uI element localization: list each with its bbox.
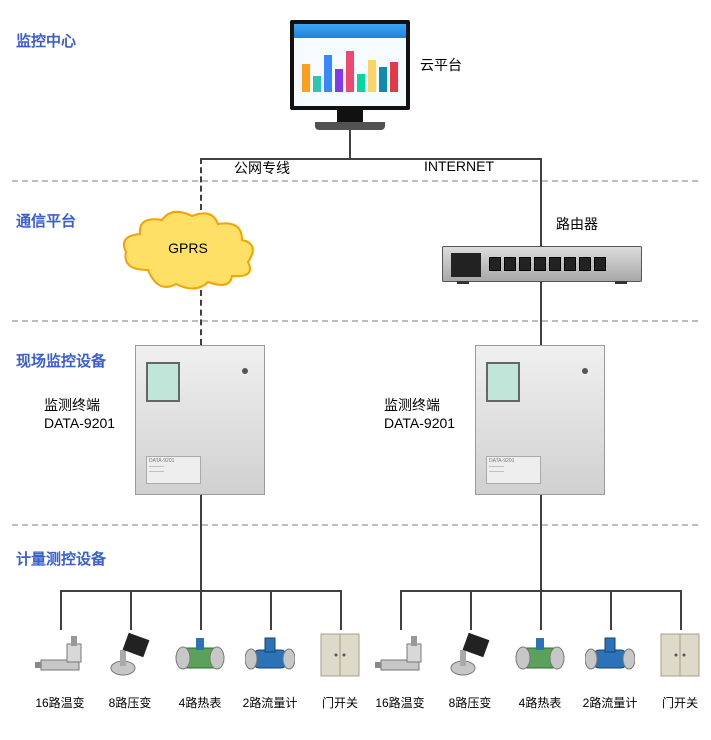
- line-right-to-router: [540, 158, 542, 246]
- device-drop-line: [60, 590, 62, 630]
- press-sensor-icon: [445, 630, 495, 680]
- terminal-right-label-2: DATA-9201: [384, 415, 455, 431]
- device-drop-line: [340, 590, 342, 630]
- door-sensor-icon: [655, 630, 705, 680]
- device-drop-line: [400, 590, 402, 630]
- press-sensor-label: 8路压变: [438, 694, 502, 711]
- layer-label-comm-platform: 通信平台: [16, 210, 76, 231]
- temp-sensor-icon: [35, 630, 85, 680]
- device-drop-line: [540, 590, 542, 630]
- divider-3: [12, 524, 698, 526]
- device-drop-line: [200, 590, 202, 630]
- router-label: 路由器: [556, 214, 598, 234]
- heat-sensor-icon: [175, 630, 225, 680]
- flow-sensor-icon: [245, 630, 295, 680]
- flow-sensor-label: 2路流量计: [578, 694, 642, 711]
- terminal-right-label: 监测终端 DATA-9201: [384, 395, 455, 431]
- press-sensor-icon: [105, 630, 155, 680]
- press-sensor-label: 8路压变: [98, 694, 162, 711]
- layer-label-meter-equip: 计量测控设备: [16, 548, 106, 569]
- terminal-right-label-1: 监测终端: [384, 397, 440, 413]
- temp-sensor-label: 16路温变: [28, 694, 92, 711]
- internet-label: INTERNET: [424, 158, 494, 174]
- door-sensor-icon: [315, 630, 365, 680]
- divider-2: [12, 320, 698, 322]
- temp-sensor-icon: [375, 630, 425, 680]
- public-line-label: 公网专线: [234, 158, 290, 178]
- terminal-cabinet-right: DATA-9201——————: [475, 345, 605, 495]
- router-device: [442, 246, 642, 282]
- device-drop-line: [610, 590, 612, 630]
- line-left-dashed-1: [200, 158, 202, 210]
- door-sensor-label: 门开关: [308, 694, 372, 711]
- heat-sensor-label: 4路热表: [508, 694, 572, 711]
- device-drop-line: [470, 590, 472, 630]
- gprs-cloud: GPRS: [118, 210, 258, 290]
- terminal-left-label-1: 监测终端: [44, 397, 100, 413]
- temp-sensor-label: 16路温变: [368, 694, 432, 711]
- divider-1: [12, 180, 698, 182]
- heat-sensor-icon: [515, 630, 565, 680]
- monitor-pc: [290, 20, 410, 130]
- terminal-left-label: 监测终端 DATA-9201: [44, 395, 115, 431]
- heat-sensor-label: 4路热表: [168, 694, 232, 711]
- gprs-label: GPRS: [118, 240, 258, 256]
- line-left-cab-down: [200, 495, 202, 590]
- device-drop-line: [130, 590, 132, 630]
- layer-label-field-equip: 现场监控设备: [16, 350, 106, 371]
- layer-label-monitor-center: 监控中心: [16, 30, 76, 51]
- device-drop-line: [270, 590, 272, 630]
- terminal-left-label-2: DATA-9201: [44, 415, 115, 431]
- cloud-platform-label: 云平台: [420, 55, 462, 75]
- flow-sensor-label: 2路流量计: [238, 694, 302, 711]
- door-sensor-label: 门开关: [648, 694, 711, 711]
- line-monitor-down: [349, 130, 351, 158]
- line-router-down: [540, 282, 542, 345]
- line-right-cab-down: [540, 495, 542, 590]
- device-drop-line: [680, 590, 682, 630]
- line-left-dashed-2: [200, 290, 202, 345]
- terminal-cabinet-left: DATA-9201——————: [135, 345, 265, 495]
- flow-sensor-icon: [585, 630, 635, 680]
